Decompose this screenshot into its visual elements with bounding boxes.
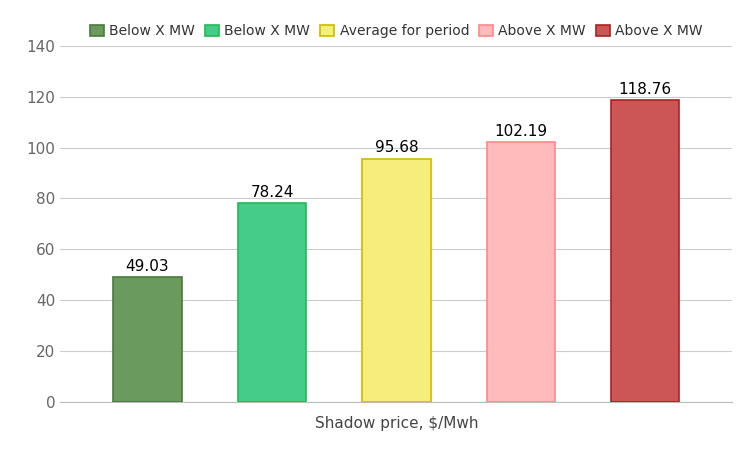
Text: 78.24: 78.24 bbox=[250, 185, 294, 200]
Bar bbox=[362, 159, 430, 402]
Text: 95.68: 95.68 bbox=[374, 140, 418, 155]
X-axis label: Shadow price, $/Mwh: Shadow price, $/Mwh bbox=[315, 416, 478, 431]
Bar bbox=[113, 277, 182, 402]
Bar bbox=[238, 203, 307, 402]
Bar bbox=[486, 142, 555, 402]
Text: 102.19: 102.19 bbox=[495, 124, 547, 139]
Bar bbox=[611, 100, 680, 402]
Text: 118.76: 118.76 bbox=[618, 82, 672, 97]
Legend: Below X MW, Below X MW, Average for period, Above X MW, Above X MW: Below X MW, Below X MW, Average for peri… bbox=[90, 24, 703, 38]
Text: 49.03: 49.03 bbox=[125, 259, 169, 274]
